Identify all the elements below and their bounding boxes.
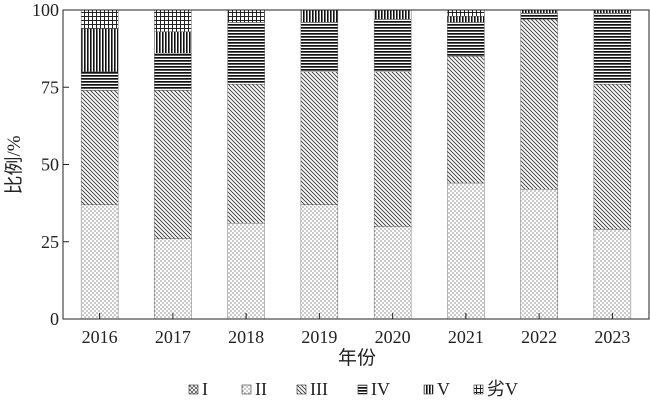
legend-label: V xyxy=(437,379,450,399)
bar-segment-2016-6 xyxy=(80,9,119,29)
x-tick-label: 2022 xyxy=(521,327,557,347)
bar-segment-2016-2 xyxy=(80,204,119,320)
x-axis-label: 年份 xyxy=(338,347,376,369)
bar-segment-2016-3 xyxy=(80,90,119,205)
bar-segment-2019-4 xyxy=(300,22,339,72)
legend-swatch xyxy=(357,384,368,395)
legend-swatch xyxy=(188,384,199,395)
y-tick-label: 25 xyxy=(41,232,59,252)
bar-segment-2017-3 xyxy=(154,90,192,239)
y-tick-label: 0 xyxy=(50,309,59,329)
bar-segment-2021-2 xyxy=(447,182,485,320)
bar-segment-2023-3 xyxy=(593,83,632,230)
x-ticks-group: 2016 2017 2018 2019 2020 2021 2022 2023 xyxy=(82,313,630,347)
bar-segment-2017-2 xyxy=(154,238,192,320)
x-tick-label: 2021 xyxy=(448,327,484,347)
bar-segment-2020-3 xyxy=(373,71,412,227)
bar-segment-2022-4 xyxy=(520,12,558,20)
bar-segment-2019-5 xyxy=(300,9,339,23)
y-tick-label: 50 xyxy=(41,155,59,175)
bar-segment-2023-4 xyxy=(593,12,632,85)
x-tick-label: 2023 xyxy=(594,327,630,347)
bar-segment-2018-3 xyxy=(227,83,265,224)
bar-segment-2018-4 xyxy=(227,22,265,85)
legend-swatch xyxy=(423,384,434,395)
bar-segment-2020-4 xyxy=(373,19,412,72)
bars-group xyxy=(80,9,632,320)
plot-frame xyxy=(62,9,650,320)
bar-segment-2021-6 xyxy=(447,9,485,17)
bar-segment-2022-2 xyxy=(520,189,558,320)
legend-label: I xyxy=(202,379,208,399)
bar-segment-2021-3 xyxy=(447,56,485,184)
bar-segment-2017-5 xyxy=(154,31,192,54)
x-tick-label: 2017 xyxy=(155,327,191,347)
y-axis-label: 比例/% xyxy=(3,135,25,194)
bar-segment-2018-6 xyxy=(227,9,265,23)
bar-segment-2021-5 xyxy=(447,15,485,23)
bar-segment-2017-4 xyxy=(154,53,192,91)
y-tick-label: 75 xyxy=(41,77,59,97)
legend-label: 劣V xyxy=(487,379,518,399)
bar-segment-2016-4 xyxy=(80,71,119,91)
x-tick-label: 2018 xyxy=(228,327,264,347)
bar-segment-2023-2 xyxy=(593,229,632,320)
legend-label: II xyxy=(255,379,267,399)
legend-label: III xyxy=(310,379,328,399)
legend: I II III IV V 劣V xyxy=(188,379,518,399)
y-tick-label: 100 xyxy=(32,0,59,20)
legend-swatch xyxy=(473,384,484,395)
bar-segment-2020-2 xyxy=(373,226,412,320)
bar-segment-2019-2 xyxy=(300,204,339,320)
bar-segment-2022-3 xyxy=(520,19,558,190)
legend-swatch xyxy=(241,384,252,395)
legend-swatch xyxy=(296,384,307,395)
bar-segment-2019-3 xyxy=(300,71,339,205)
bar-segment-2021-4 xyxy=(447,22,485,57)
x-tick-label: 2020 xyxy=(375,327,411,347)
bar-segment-2017-6 xyxy=(154,9,192,32)
legend-label: IV xyxy=(371,379,390,399)
y-ticks-group: 0 25 50 75 100 xyxy=(32,0,69,329)
bar-segment-2018-2 xyxy=(227,223,265,320)
x-tick-label: 2019 xyxy=(301,327,337,347)
x-tick-label: 2016 xyxy=(82,327,118,347)
bar-segment-2020-5 xyxy=(373,9,412,20)
bar-segment-2016-5 xyxy=(80,28,119,72)
